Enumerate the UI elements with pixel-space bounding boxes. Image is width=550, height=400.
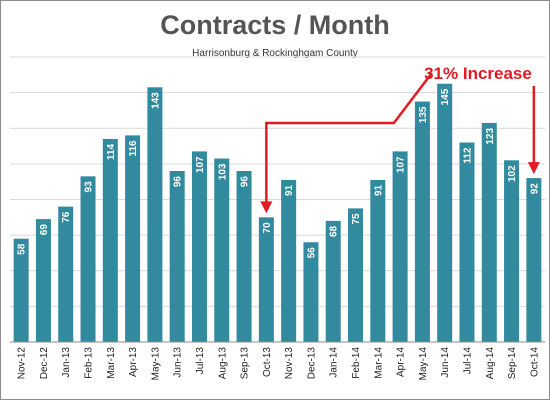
x-tick-label: Aug-14	[485, 347, 496, 380]
x-tick-label: Jun-14	[440, 347, 451, 378]
x-tick-label: May-13	[150, 347, 161, 381]
annotation-text: 31% Increase	[424, 64, 532, 83]
bar-value-label: 103	[217, 163, 228, 180]
bar-Jan-14	[325, 220, 341, 342]
x-tick-label: Apr-14	[396, 347, 407, 377]
bar-value-label: 91	[284, 184, 295, 196]
bar-value-label: 70	[262, 222, 273, 234]
x-tick-labels: Nov-12 Dec-12 Jan-13 Feb-13 Mar-13 Apr-13 May-…	[17, 347, 541, 381]
bar-May-13	[147, 87, 163, 342]
bar-May-14	[414, 101, 430, 342]
x-tick-label: Sep-14	[507, 347, 518, 380]
x-tick-label: Jun-13	[173, 347, 184, 378]
bar-Jan-13	[58, 206, 74, 342]
bar-value-label: 91	[373, 184, 384, 196]
x-tick-label: Mar-14	[373, 347, 384, 379]
x-tick-label: Oct-13	[262, 347, 273, 377]
bar-Mar-14	[370, 179, 386, 342]
bar-Nov-12	[13, 238, 29, 342]
bar-Aug-14	[481, 122, 497, 342]
bar-Aug-13	[214, 158, 230, 342]
bar-labels: 58 69 76 93 114 116 143 96 107 103 96 70 91 56 68 75 91 1…	[17, 88, 541, 258]
x-tick-label: Jan-14	[329, 347, 340, 378]
x-tick-label: Nov-12	[17, 347, 28, 380]
x-tick-label: Feb-14	[351, 347, 362, 379]
bar-value-label: 112	[462, 147, 473, 164]
x-tick-label: Nov-13	[284, 347, 295, 380]
bar-value-label: 135	[418, 106, 429, 123]
x-tick-label: Jul-13	[195, 347, 206, 375]
x-tick-label: Apr-13	[128, 347, 139, 377]
x-tick-label: Oct-14	[529, 347, 540, 377]
x-tick-label: Jul-14	[462, 347, 473, 375]
x-tick-label: Jan-13	[61, 347, 72, 378]
bar-Oct-14	[526, 178, 542, 342]
bar-value-label: 56	[306, 247, 317, 259]
bar-value-label: 93	[84, 181, 95, 193]
bar-value-label: 75	[351, 213, 362, 225]
bar-Dec-13	[303, 242, 319, 342]
bar-Sep-14	[504, 160, 520, 342]
bar-value-label: 96	[240, 176, 251, 188]
bar-value-label: 114	[106, 144, 117, 161]
bar-value-label: 107	[195, 156, 206, 173]
bar-value-label: 123	[485, 127, 496, 144]
bar-value-label: 68	[329, 225, 340, 237]
bar-Sep-13	[236, 171, 252, 342]
bar-Apr-14	[392, 151, 408, 342]
arrowhead-left	[260, 201, 273, 214]
bar-value-label: 96	[173, 176, 184, 188]
bar-value-label: 58	[17, 243, 28, 255]
bars	[13, 83, 542, 342]
bar-Mar-13	[102, 138, 118, 342]
bar-value-label: 116	[128, 140, 139, 157]
bar-value-label: 69	[39, 224, 50, 236]
x-tick-label: Sep-13	[240, 347, 251, 380]
bar-Jul-13	[191, 151, 207, 342]
x-tick-label: Dec-13	[306, 347, 317, 380]
arrowhead-right	[527, 162, 540, 175]
chart-title: Contracts / Month	[160, 10, 390, 40]
bar-Oct-13	[258, 217, 274, 342]
chart-subtitle: Harrisonburg & Rockinghgam County	[192, 48, 358, 59]
annotation-line-left	[265, 72, 433, 204]
bar-value-label: 102	[507, 165, 518, 182]
bar-value-label: 92	[529, 183, 540, 195]
gridlines	[10, 56, 545, 343]
annotation: 31% Increase	[260, 64, 540, 214]
bar-value-label: 145	[440, 88, 451, 105]
bar-Feb-14	[348, 208, 364, 342]
bar-Jun-14	[437, 83, 453, 342]
bar-Nov-13	[281, 179, 297, 342]
bar-Dec-12	[35, 219, 51, 342]
x-tick-label: Dec-12	[39, 347, 50, 380]
bar-Apr-13	[125, 135, 141, 342]
x-tick-label: Feb-13	[84, 347, 95, 379]
x-tick-label: Aug-13	[217, 347, 228, 380]
bar-Jul-14	[459, 142, 475, 342]
x-tick-label: Mar-13	[106, 347, 117, 379]
bar-value-label: 76	[61, 211, 72, 223]
bar-value-label: 107	[396, 156, 407, 173]
bar-value-label: 143	[150, 92, 161, 109]
bar-Jun-13	[169, 171, 185, 342]
x-tick-label: May-14	[418, 347, 429, 381]
bar-Feb-13	[80, 176, 96, 342]
